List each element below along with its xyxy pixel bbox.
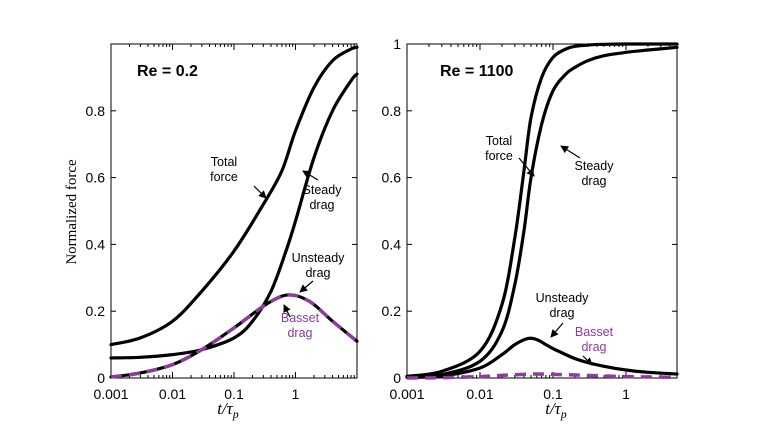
y-axis-label: Normalized force <box>64 159 80 265</box>
series-line-steady-drag <box>109 72 359 360</box>
annotation-label: Total force <box>210 155 238 184</box>
y-tick-label: 0.4 <box>382 236 402 252</box>
x-tick-label: 0.01 <box>466 386 493 402</box>
x-tick-label: 0.001 <box>93 386 128 402</box>
series-line-total-force <box>405 42 679 378</box>
reynolds-number-label: Re = 0.2 <box>137 63 198 80</box>
annotation-arrow <box>302 170 319 181</box>
y-tick-label: 0.4 <box>86 236 106 252</box>
series-line-basset-drag <box>406 372 678 380</box>
annotation-arrow <box>253 185 267 199</box>
y-tick-label: 0.8 <box>86 103 106 119</box>
y-tick-label: 0.6 <box>86 170 106 186</box>
annotation-arrow <box>518 157 535 177</box>
x-axis-label: t/τp <box>217 399 239 421</box>
reynolds-number-label: Re = 1100 <box>440 63 514 80</box>
x-tick-label: 0.01 <box>159 386 186 402</box>
x-tick-label: 1 <box>622 386 630 402</box>
annotation-arrow <box>299 280 314 293</box>
y-tick-label: 0 <box>393 370 401 386</box>
annotation-label: Unsteady drag <box>536 291 590 320</box>
x-tick-label: 0.001 <box>389 386 424 402</box>
annotation-arrow <box>560 145 581 159</box>
y-tick-label: 0 <box>97 370 105 386</box>
x-axis-label: t/τp <box>545 399 567 421</box>
panel-re-0-2: 0 0.2 0.4 0.6 0.8 0.001 0.01 0.1 1 Re = 0.2 t/τp To… <box>86 43 359 421</box>
series-line-basset-drag <box>110 293 359 379</box>
series-line-steady-drag <box>405 45 679 379</box>
x-tick-label: 1 <box>292 386 300 402</box>
annotation-arrow <box>550 322 564 338</box>
annotation-arrow <box>582 355 593 366</box>
annotation-arrow <box>283 304 291 318</box>
y-tick-label: 0.6 <box>382 170 402 186</box>
series-line-total-force <box>109 45 359 347</box>
y-tick-label: 1 <box>393 36 401 52</box>
x-tick-label: 0.1 <box>543 386 563 402</box>
y-tick-label: 0.2 <box>86 303 106 319</box>
y-tick-label: 0.8 <box>382 103 402 119</box>
panel-re-1100: 0 0.2 0.4 0.6 0.8 1 0.001 0.01 0.1 1 Re = 1100 t/τp… <box>382 36 679 421</box>
annotation-label: Steady drag <box>303 183 343 212</box>
x-tick-label: 0.1 <box>224 386 244 402</box>
annotation-label: Basset drag <box>281 311 320 340</box>
y-tick-label: 0.2 <box>382 303 402 319</box>
annotation-label: Basset drag <box>575 325 614 354</box>
annotation-label: Steady drag <box>575 159 615 188</box>
annotation-label: Total force <box>485 134 513 163</box>
axes-frame <box>406 43 678 379</box>
annotation-label: Unsteady drag <box>292 251 346 280</box>
series-line-unsteady-drag <box>405 336 679 379</box>
